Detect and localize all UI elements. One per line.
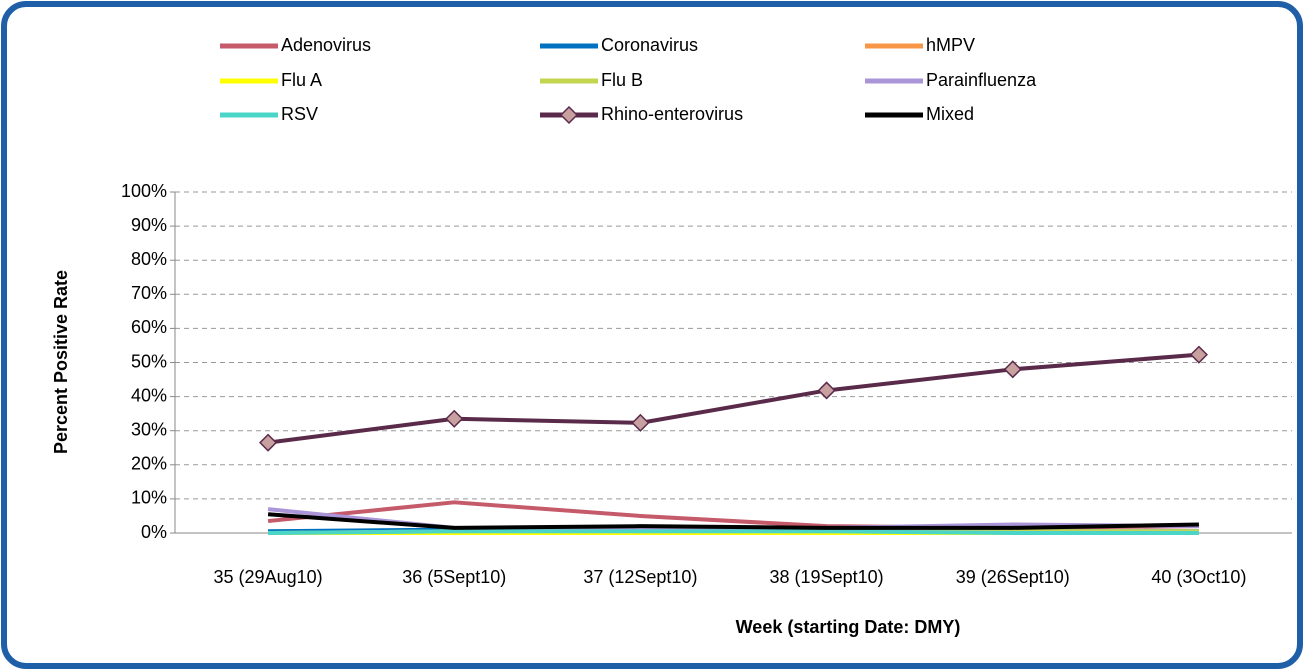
y-tick-label: 90% xyxy=(131,215,167,235)
y-tick-label: 20% xyxy=(131,454,167,474)
legend-label: Parainfluenza xyxy=(926,70,1037,90)
x-tick-label: 36 (5Sept10) xyxy=(402,567,506,587)
y-tick-label: 10% xyxy=(131,488,167,508)
legend-label: hMPV xyxy=(926,35,975,55)
x-tick-label: 39 (26Sept10) xyxy=(956,567,1070,587)
y-tick-label: 80% xyxy=(131,249,167,269)
marker xyxy=(445,409,464,428)
y-axis-title: Percent Positive Rate xyxy=(51,270,71,454)
legend-label: Mixed xyxy=(926,104,974,124)
legend-label: Adenovirus xyxy=(281,35,371,55)
y-tick-label: 60% xyxy=(131,317,167,337)
legend-label: Coronavirus xyxy=(601,35,698,55)
x-tick-label: 40 (3Oct10) xyxy=(1151,567,1246,587)
marker xyxy=(259,433,278,452)
series-line xyxy=(267,512,1199,530)
y-tick-label: 30% xyxy=(131,419,167,439)
marker xyxy=(1189,345,1208,364)
marker xyxy=(817,381,836,400)
x-tick-label: 38 (19Sept10) xyxy=(770,567,884,587)
x-tick-label: 37 (12Sept10) xyxy=(583,567,697,587)
marker xyxy=(1003,360,1022,379)
legend-marker xyxy=(559,105,579,125)
y-tick-label: 50% xyxy=(131,351,167,371)
series-line xyxy=(268,529,1199,535)
y-tick-label: 40% xyxy=(131,385,167,405)
y-tick-label: 0% xyxy=(141,522,167,542)
x-axis-title: Week (starting Date: DMY) xyxy=(736,617,961,637)
legend-label: Flu B xyxy=(601,70,643,90)
series-line xyxy=(267,352,1200,445)
marker xyxy=(631,413,650,432)
x-tick-label: 35 (29Aug10) xyxy=(214,567,323,587)
y-tick-label: 100% xyxy=(121,181,167,201)
y-tick-label: 70% xyxy=(131,283,167,303)
legend-label: RSV xyxy=(281,104,318,124)
legend-label: Rhino-enterovirus xyxy=(601,104,743,124)
legend-label: Flu A xyxy=(281,70,322,90)
